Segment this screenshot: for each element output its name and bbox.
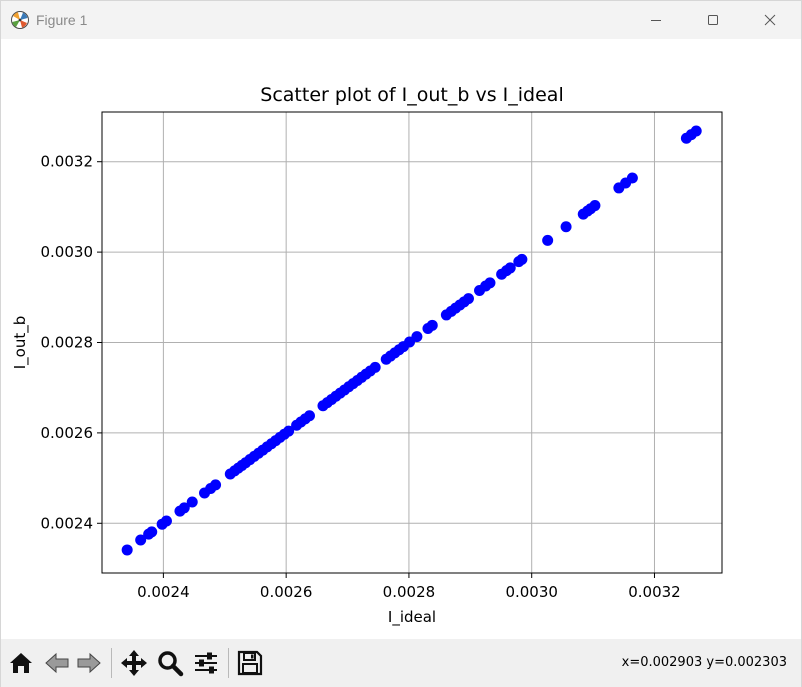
close-button[interactable] <box>747 1 793 39</box>
x-tick-label: 0.0030 <box>505 583 558 601</box>
zoom-button[interactable] <box>154 647 186 679</box>
zoom-magnifier-icon <box>156 649 184 677</box>
data-point <box>160 515 172 527</box>
save-button[interactable] <box>234 647 266 679</box>
y-axis-label: I_out_b <box>11 316 30 370</box>
data-point <box>210 479 222 491</box>
toolbar-separator <box>111 648 112 678</box>
maximize-icon <box>707 14 719 26</box>
scatter-chart: 0.0024 0.0026 0.0028 0.0030 0.0032 0.0024 0.00… <box>11 84 723 627</box>
data-point <box>178 502 190 514</box>
back-button[interactable] <box>41 647 73 679</box>
navigation-toolbar: x=0.002903 y=0.002303 <box>1 639 801 687</box>
toolbar-separator <box>228 648 229 678</box>
data-point <box>484 277 496 289</box>
data-point <box>411 331 423 343</box>
title-bar[interactable]: Figure 1 <box>1 1 801 39</box>
close-icon <box>764 14 776 26</box>
data-point <box>542 234 554 246</box>
x-tick-label: 0.0024 <box>137 583 190 601</box>
back-arrow-icon <box>43 649 71 677</box>
sliders-icon <box>192 649 220 677</box>
pan-button[interactable] <box>118 647 150 679</box>
y-tick-label: 0.0032 <box>41 153 94 171</box>
x-tick-label: 0.0032 <box>628 583 681 601</box>
maximize-button[interactable] <box>690 1 736 39</box>
chart-title: Scatter plot of I_out_b vs I_ideal <box>260 84 563 106</box>
data-point <box>462 293 474 305</box>
forward-button[interactable] <box>73 647 105 679</box>
x-axis-label: I_ideal <box>388 608 436 627</box>
data-point <box>283 425 295 437</box>
data-point <box>560 221 572 233</box>
y-tick-label: 0.0028 <box>41 334 94 352</box>
data-point <box>589 200 601 212</box>
data-point <box>146 526 158 538</box>
home-icon <box>7 649 35 677</box>
data-point <box>516 253 528 265</box>
figure-canvas[interactable]: 0.0024 0.0026 0.0028 0.0030 0.0032 0.0024 0.00… <box>1 39 801 639</box>
y-tick-label: 0.0026 <box>41 424 94 442</box>
data-point <box>426 319 438 331</box>
configure-subplots-button[interactable] <box>190 647 222 679</box>
axis-ticks: 0.0024 0.0026 0.0028 0.0030 0.0032 0.0024 0.00… <box>41 153 681 601</box>
minimize-button[interactable] <box>633 1 679 39</box>
data-point <box>504 262 516 274</box>
data-point <box>626 172 638 184</box>
data-point <box>369 361 381 373</box>
minimize-icon <box>650 14 662 26</box>
data-point <box>690 125 702 137</box>
data-points <box>121 125 702 556</box>
forward-arrow-icon <box>75 649 103 677</box>
x-tick-label: 0.0026 <box>260 583 313 601</box>
window-title: Figure 1 <box>36 12 88 28</box>
y-tick-label: 0.0024 <box>41 514 94 532</box>
save-floppy-icon <box>236 649 264 677</box>
pan-move-icon <box>119 648 149 678</box>
data-point <box>186 496 198 508</box>
x-tick-label: 0.0028 <box>383 583 436 601</box>
home-button[interactable] <box>5 647 37 679</box>
y-tick-label: 0.0030 <box>41 243 94 261</box>
data-point <box>303 410 315 422</box>
data-point <box>121 544 133 556</box>
data-point <box>135 534 147 546</box>
matplotlib-app-icon <box>10 10 30 30</box>
cursor-coordinates: x=0.002903 y=0.002303 <box>621 655 787 670</box>
